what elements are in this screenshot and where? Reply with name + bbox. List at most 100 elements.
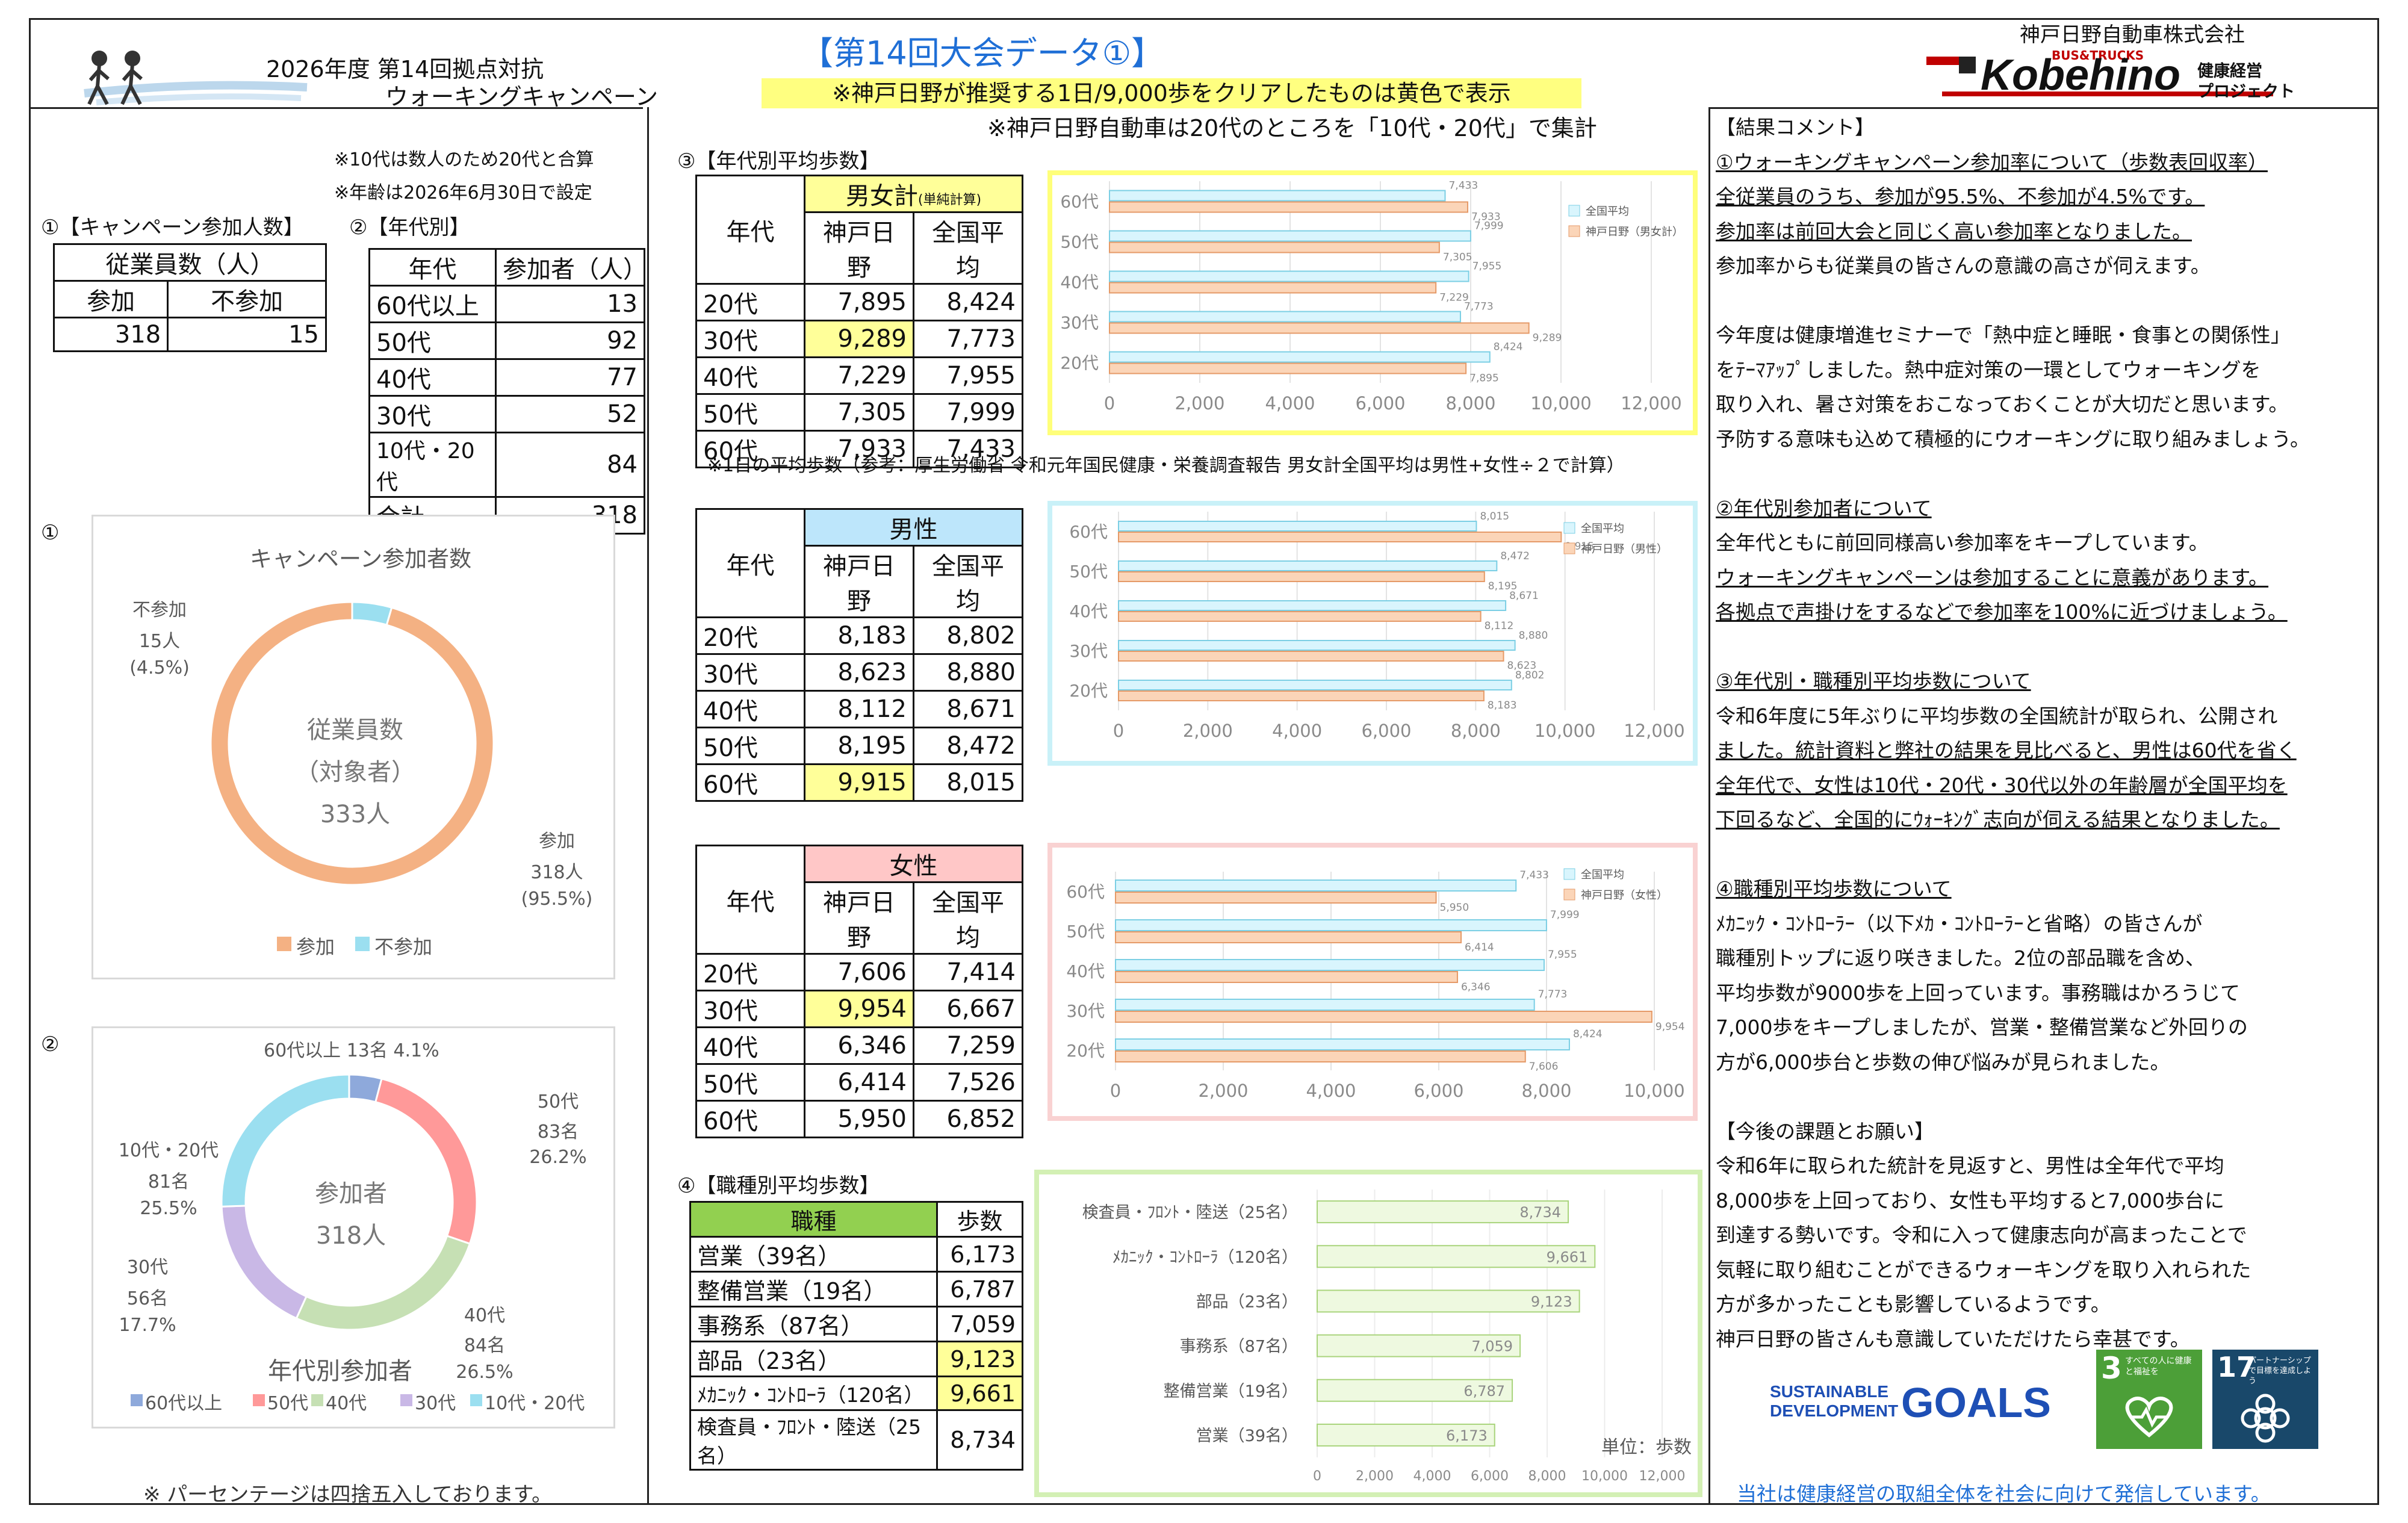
table-row: 40代 77 bbox=[368, 358, 645, 397]
x-tick-label: 2,000 bbox=[1198, 1081, 1248, 1101]
comment-line: 参加率は前回大会と同じく高い参加率となりました。 bbox=[1716, 219, 2192, 243]
table-row: 検査員・ﾌﾛﾝﾄ・陸送（25名） 8,734 bbox=[689, 1409, 1023, 1471]
comment-line: 令和6年に取られた統計を見返すと、男性は全年代で平均 bbox=[1716, 1154, 2224, 1177]
comment-section-2-title: ②年代別参加者について bbox=[1716, 496, 1932, 520]
y-tick-label: 40代 bbox=[1060, 273, 1099, 293]
chart-total-steps: 0 2,000 4,000 6,000 8,000 10,000 12,000 20代 8,42… bbox=[1060, 180, 1683, 414]
bar-national bbox=[1115, 1038, 1570, 1050]
data-label: 7,955 bbox=[1548, 949, 1577, 961]
y-tick-label: 60代 bbox=[1069, 522, 1108, 542]
jobs-title: ④【職種別平均歩数】 bbox=[677, 1174, 880, 1198]
donut2-label-40-b: 84名 bbox=[464, 1335, 506, 1356]
x-tick-label: 0 bbox=[1110, 1081, 1121, 1101]
donut1-card bbox=[92, 515, 615, 979]
sdg-goal-17-icon: 17 パートナーシップで目標を達成しよう bbox=[2212, 1350, 2318, 1449]
donut2-label-20-b: 81名 bbox=[147, 1171, 190, 1193]
steps-total-header: 男女計(単純計算) bbox=[804, 175, 1023, 213]
table-row: 事務系（87名） 7,059 bbox=[689, 1306, 1023, 1342]
data-label: 5,950 bbox=[1440, 902, 1469, 914]
donut2-chart bbox=[220, 1073, 478, 1331]
yellow-highlight-note: ※神戸日野が推奨する1日/9,000歩をクリアしたものは黄色で表示 bbox=[762, 78, 1581, 108]
table-row: 30代 52 bbox=[368, 395, 645, 433]
donut2-label-50-c: 26.2% bbox=[529, 1147, 587, 1168]
donut1-label-no-1: 不参加 bbox=[132, 600, 187, 621]
bar-kobe bbox=[1115, 892, 1437, 904]
donut2-title: 年代別参加者 bbox=[268, 1357, 412, 1385]
comment-line: 方が6,000歩台と歩数の伸び悩みが見られました。 bbox=[1716, 1050, 2170, 1074]
donut1-center-2: （対象者） bbox=[295, 758, 415, 786]
donut2-legend: 60代以上 50代 40代 30代 10代・20代 bbox=[123, 1388, 605, 1414]
table-row: 営業（39名） 6,173 bbox=[689, 1236, 1023, 1273]
comment-line: 職種別トップに返り咲きました。2位の部品職を含め、 bbox=[1716, 946, 2205, 970]
header-campaign-name: ウォーキングキャンペーン bbox=[385, 84, 658, 110]
data-label: 7,933 bbox=[1471, 211, 1501, 223]
steps-female-header: 女性 bbox=[804, 845, 1023, 883]
bar-job bbox=[1317, 1289, 1580, 1313]
comment-line: 取り入れ、暑さ対策をおこなっておくことが大切だと思います。 bbox=[1716, 392, 2289, 416]
data-label: 9,123 bbox=[1531, 1293, 1572, 1310]
result-comments: 【結果コメント】 ①ウォーキングキャンペーン参加率について（歩数表回収率） 全従… bbox=[1716, 110, 2375, 1356]
page-frame bbox=[29, 18, 2379, 1505]
legend-label: 神戸日野（男性） bbox=[1581, 543, 1668, 556]
y-tick-label: 30代 bbox=[1066, 1001, 1105, 1021]
comment-line: 8,000歩を上回っており、女性も平均すると7,000歩台に bbox=[1716, 1188, 2224, 1212]
bar-national bbox=[1109, 311, 1461, 323]
data-label: 8,112 bbox=[1485, 620, 1514, 632]
table-row: 60代 7,933 7,433 bbox=[695, 430, 1023, 468]
bar-national bbox=[1118, 521, 1477, 532]
x-tick-label: 2,000 bbox=[1356, 1469, 1394, 1484]
legend-swatch-national bbox=[1563, 868, 1575, 880]
bar-kobe bbox=[1115, 971, 1458, 983]
table-row: 10代・20代 84 bbox=[368, 432, 645, 498]
x-tick-label: 10,000 bbox=[1530, 393, 1591, 414]
column-divider-2 bbox=[1708, 107, 1710, 1505]
table-row: 30代 9,954 6,667 bbox=[695, 990, 1023, 1028]
data-label: 8,424 bbox=[1573, 1028, 1603, 1040]
y-tick-label: 検査員・ﾌﾛﾝﾄ・陸送（25名） bbox=[1082, 1203, 1298, 1222]
table-row: 60代 5,950 6,852 bbox=[695, 1100, 1023, 1138]
unit-label: 単位：歩数 bbox=[1601, 1437, 1692, 1458]
x-tick-label: 0 bbox=[1313, 1469, 1321, 1484]
data-label: 7,773 bbox=[1464, 301, 1494, 313]
y-tick-label: 部品（23名） bbox=[1196, 1292, 1298, 1311]
steps-total-table: 年代 男女計(単純計算) 神戸日野 全国平均 20代 7,895 8,424 30代 9… bbox=[695, 175, 1023, 468]
header-year-title: 2026年度 第14回拠点対抗 bbox=[266, 56, 544, 82]
x-tick-label: 2,000 bbox=[1175, 393, 1224, 414]
data-label: 8,195 bbox=[1488, 580, 1518, 592]
donut2-label-20-a: 10代・20代 bbox=[118, 1140, 219, 1161]
table-row: 整備営業（19名） 6,787 bbox=[689, 1271, 1023, 1307]
column-divider-1 bbox=[647, 107, 649, 1505]
data-label: 6,787 bbox=[1463, 1383, 1505, 1400]
donut2-label-50-b: 83名 bbox=[537, 1121, 579, 1143]
bar-national bbox=[1115, 919, 1547, 931]
participation-title: ①【キャンペーン参加人数】 bbox=[41, 216, 304, 240]
comment-line: をﾃｰﾏｱｯﾌﾟしました。熱中症対策の一環としてウォーキングを bbox=[1716, 358, 2261, 382]
y-tick-label: 50代 bbox=[1069, 562, 1108, 582]
sdgs-logo: SUSTAINABLE DEVELOPMENT GOALS bbox=[1770, 1379, 2051, 1426]
donut2-marker: ② bbox=[41, 1032, 60, 1056]
legend-swatch-national bbox=[1568, 205, 1580, 217]
jobs-header-type: 職種 bbox=[689, 1201, 938, 1238]
bar-kobe bbox=[1118, 532, 1562, 542]
data-label: 7,773 bbox=[1538, 988, 1568, 1000]
data-label: 8,015 bbox=[1480, 510, 1509, 523]
table-row: 部品（23名） 9,123 bbox=[689, 1341, 1023, 1377]
donut-slice-2 bbox=[351, 601, 393, 627]
x-tick-label: 6,000 bbox=[1471, 1469, 1509, 1484]
y-tick-label: ﾒｶﾆｯｸ・ｺﾝﾄﾛｰﾗ（120名） bbox=[1112, 1248, 1298, 1267]
data-label: 8,183 bbox=[1488, 699, 1517, 712]
y-tick-label: 30代 bbox=[1069, 641, 1108, 661]
table-row: 60代以上 13 bbox=[368, 285, 645, 323]
chart-male-frame bbox=[1047, 501, 1698, 766]
donut1-title: キャンペーン参加者数 bbox=[250, 546, 472, 572]
x-tick-label: 6,000 bbox=[1361, 721, 1411, 741]
data-label: 7,606 bbox=[1529, 1061, 1559, 1073]
donut2-label-40-c: 26.5% bbox=[456, 1362, 514, 1383]
x-tick-label: 8,000 bbox=[1451, 721, 1501, 741]
x-tick-label: 4,000 bbox=[1413, 1469, 1451, 1484]
header-divider-right bbox=[1710, 107, 2379, 109]
steps-female-table: 年代 女性 神戸日野 全国平均 20代 7,606 7,414 30代 9,954 6,6… bbox=[695, 845, 1023, 1138]
note-age-date: ※年齢は2026年6月30日で設定 bbox=[334, 182, 592, 203]
y-tick-label: 30代 bbox=[1060, 313, 1099, 333]
by-age-table: 年代 参加者（人） 60代以上 13 50代 92 40代 77 30代 52 10代・2… bbox=[368, 248, 647, 535]
